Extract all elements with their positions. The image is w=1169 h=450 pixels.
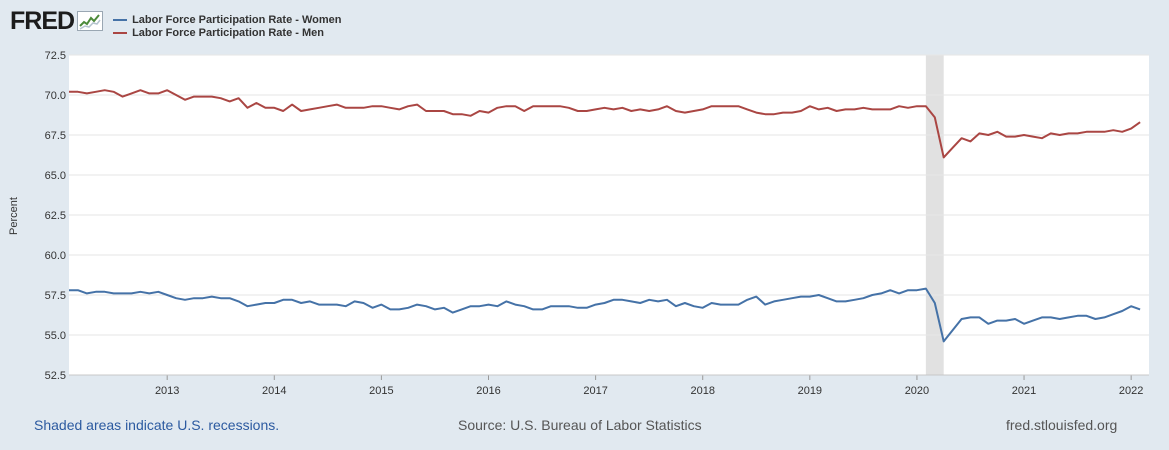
series-line-women bbox=[69, 287, 1141, 343]
legend-label-men: Labor Force Participation Rate - Men bbox=[132, 26, 324, 39]
chart-legend: Labor Force Participation Rate - Women L… bbox=[113, 14, 342, 40]
y-tick-label: 67.5 bbox=[45, 130, 66, 142]
y-axis-label: Percent bbox=[8, 197, 20, 235]
legend-label-women: Labor Force Participation Rate - Women bbox=[132, 14, 342, 26]
y-tick-label: 55.0 bbox=[45, 330, 66, 342]
fred-logo-text: FRED bbox=[10, 7, 75, 35]
series-line-men bbox=[69, 89, 1141, 159]
recession-note: Shaded areas indicate U.S. recessions. bbox=[34, 417, 280, 433]
chart-header: FRED Labor Force Participation Rate - Wo… bbox=[10, 8, 342, 42]
x-tick-label: 2022 bbox=[1119, 385, 1143, 397]
site-link[interactable]: fred.stlouisfed.org bbox=[1006, 417, 1118, 433]
legend-item-men[interactable]: Labor Force Participation Rate - Men bbox=[113, 27, 341, 40]
x-tick-label: 2013 bbox=[155, 385, 179, 397]
x-tick-label: 2018 bbox=[690, 385, 714, 397]
y-tick-label: 60.0 bbox=[45, 250, 66, 262]
y-tick-label: 52.5 bbox=[45, 370, 66, 382]
fred-logo[interactable]: FRED bbox=[10, 7, 104, 35]
x-tick-label: 2019 bbox=[798, 385, 822, 397]
y-tick-label: 57.5 bbox=[45, 290, 66, 302]
y-tick-label: 72.5 bbox=[45, 50, 66, 62]
x-tick-label: 2017 bbox=[583, 385, 607, 397]
x-tick-label: 2020 bbox=[905, 385, 929, 397]
source-note: Source: U.S. Bureau of Labor Statistics bbox=[458, 417, 702, 433]
x-tick-label: 2015 bbox=[369, 385, 393, 397]
x-tick-label: 2016 bbox=[476, 385, 500, 397]
y-tick-label: 70.0 bbox=[45, 90, 66, 102]
chart-line-icon bbox=[77, 11, 104, 31]
legend-swatch-women bbox=[113, 19, 128, 22]
y-tick-label: 65.0 bbox=[45, 170, 66, 182]
x-tick-label: 2014 bbox=[262, 385, 286, 397]
x-tick-label: 2021 bbox=[1012, 385, 1036, 397]
legend-swatch-men bbox=[113, 31, 128, 34]
y-tick-label: 62.5 bbox=[45, 210, 66, 222]
legend-item-women[interactable]: Labor Force Participation Rate - Women bbox=[113, 14, 342, 27]
